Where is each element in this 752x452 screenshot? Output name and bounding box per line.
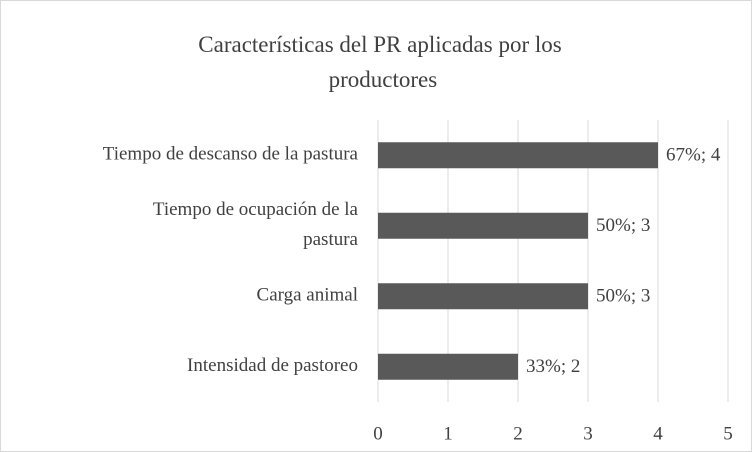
x-tick-label: 2: [513, 423, 523, 444]
bar: [378, 142, 658, 169]
x-tick-label: 4: [653, 423, 663, 444]
y-tick-label: Carga animal: [257, 285, 358, 306]
data-label: 33%; 2: [526, 356, 580, 377]
bar: [378, 353, 518, 380]
x-tick-label: 5: [723, 423, 733, 444]
bar: [378, 212, 588, 239]
x-tick-label: 3: [583, 423, 593, 444]
data-label: 50%; 3: [596, 215, 650, 236]
x-tick-label: 1: [443, 423, 453, 444]
chart-title: Características del PR aplicadas por los…: [198, 32, 561, 92]
y-tick-label: Tiempo de ocupación de la pastura: [153, 199, 359, 250]
x-tick-label: 0: [373, 423, 383, 444]
bar: [378, 283, 588, 310]
data-label: 67%; 4: [666, 145, 721, 166]
y-tick-label: Tiempo de descanso de la pastura: [103, 144, 359, 165]
data-label: 50%; 3: [596, 286, 650, 307]
y-tick-label: Intensidad de pastoreo: [187, 355, 358, 376]
